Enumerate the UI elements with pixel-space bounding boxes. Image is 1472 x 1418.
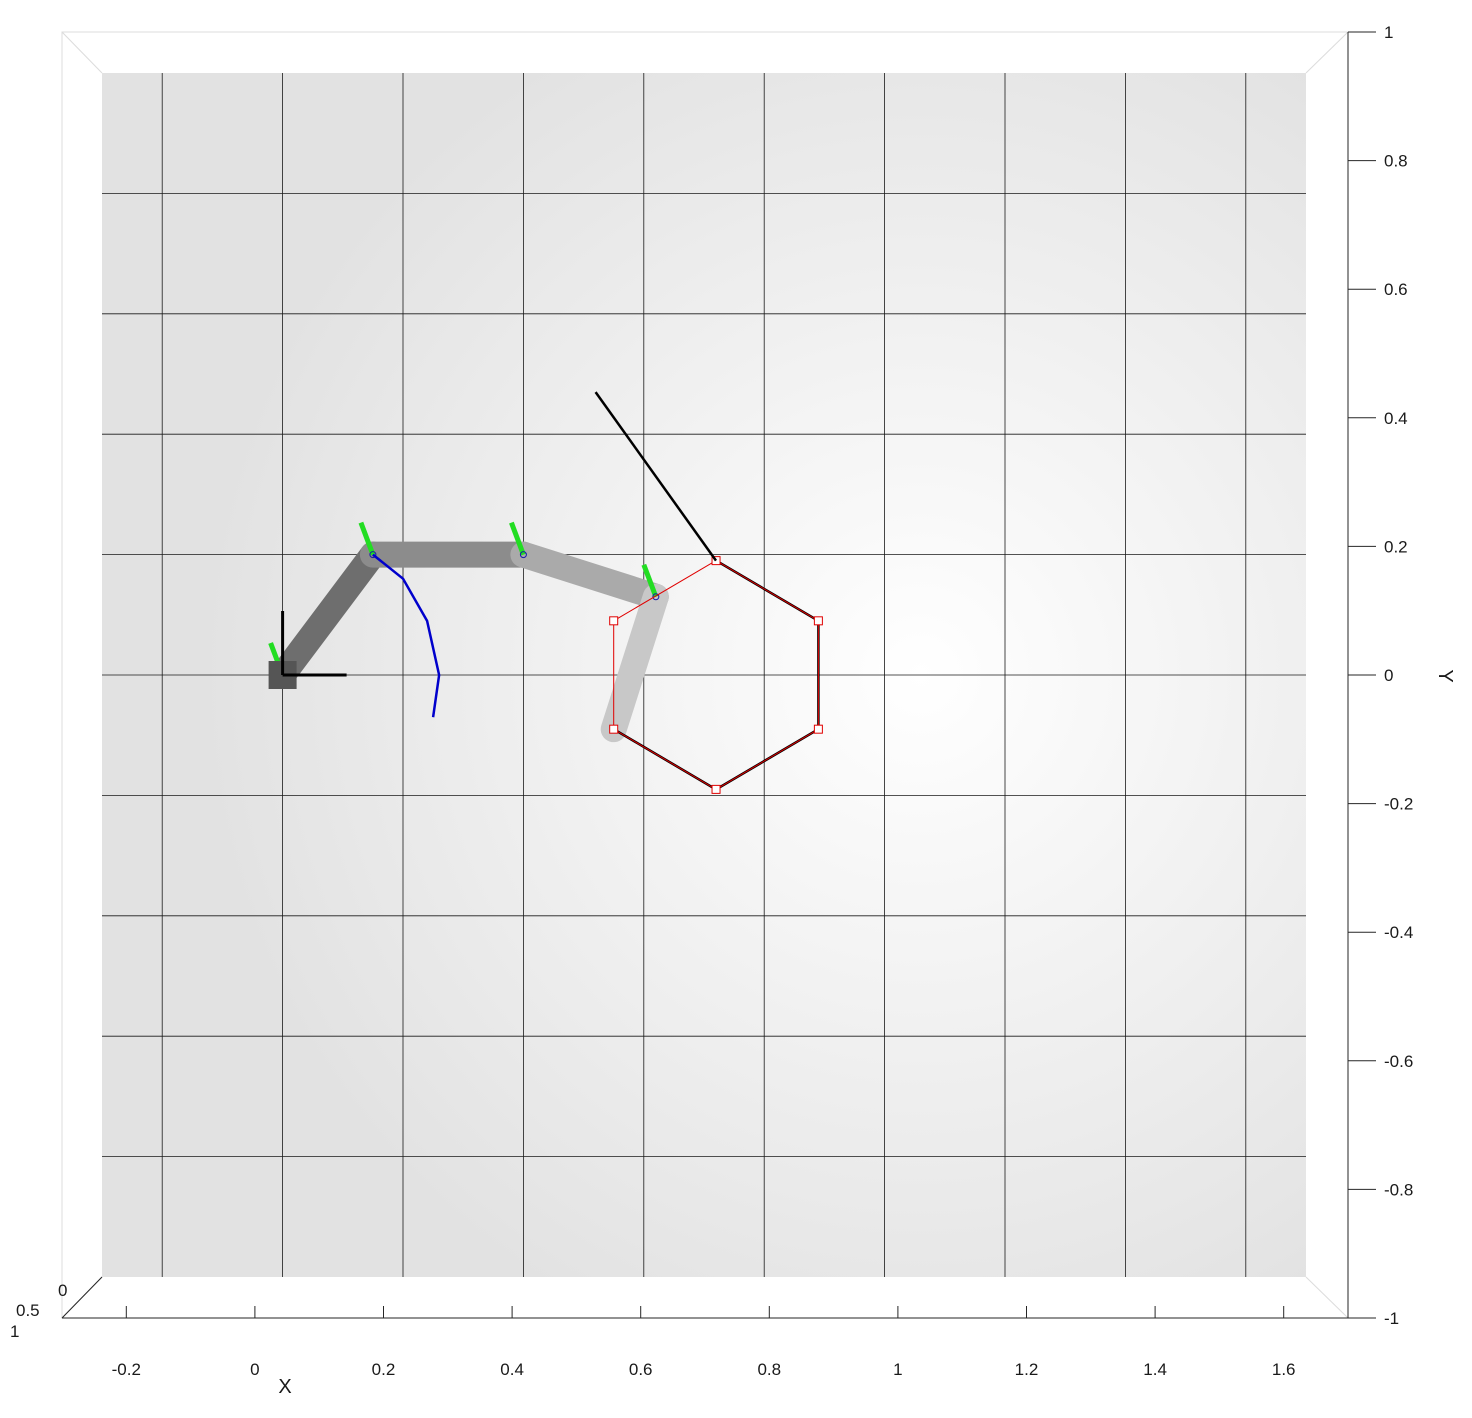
vertex-marker xyxy=(711,556,721,566)
x-tick-label: 0.6 xyxy=(629,1360,653,1379)
y-tick-label: 0 xyxy=(1384,666,1393,685)
series-line-3 xyxy=(594,391,718,562)
joint-point xyxy=(369,551,377,559)
x-axis-label: X xyxy=(278,1376,291,1398)
joint-point xyxy=(652,593,660,601)
vertex-marker xyxy=(609,616,619,626)
axis-labels: X Y xyxy=(278,669,1456,1398)
vertex-marker xyxy=(609,724,619,734)
x-tick-label: 0.2 xyxy=(372,1360,396,1379)
robot-link xyxy=(510,541,669,610)
vertex-marker xyxy=(813,724,823,734)
x-tick-label: 1 xyxy=(893,1360,902,1379)
vertex-marker xyxy=(711,784,721,794)
robot-link xyxy=(600,583,669,743)
y-tick-label: -0.2 xyxy=(1384,795,1413,814)
chart-marks xyxy=(268,391,823,794)
x-tick-label: 1.4 xyxy=(1143,1360,1167,1379)
axes-rulers: -0.2 0 0.2 0.4 0.6 0.8 1 1.2 1.4 1.6 -1 -0.8 -0.6 -0.… xyxy=(10,23,1413,1379)
robot-link xyxy=(269,541,386,688)
y-axis-label: Y xyxy=(1434,669,1456,682)
series-line-4 xyxy=(372,553,441,718)
vertex-marker xyxy=(813,616,823,626)
y-tick-label: -0.4 xyxy=(1384,923,1413,942)
z-tick-label: 1 xyxy=(10,1322,19,1341)
x-tick-label: 0.8 xyxy=(757,1360,781,1379)
z-tick-label: 0 xyxy=(58,1281,67,1300)
y-tick-label: -0.8 xyxy=(1384,1180,1413,1199)
grid-lines xyxy=(102,73,1306,1277)
y-tick-label: -0.6 xyxy=(1384,1052,1413,1071)
y-tick-label: 0.8 xyxy=(1384,152,1408,171)
joint-axis-marker xyxy=(509,521,526,556)
y-tick-label: 0.4 xyxy=(1384,409,1408,428)
x-tick-label: 1.6 xyxy=(1272,1360,1296,1379)
joint-axis-marker xyxy=(358,521,376,556)
x-tick-label: -0.2 xyxy=(112,1360,141,1379)
z-tick-label: 0.5 xyxy=(16,1301,40,1320)
joint-axis-marker xyxy=(641,563,659,598)
x-tick-label: 1.2 xyxy=(1015,1360,1039,1379)
y-tick-label: 1 xyxy=(1384,23,1393,42)
joint-point xyxy=(519,551,527,559)
x-tick-label: 0.4 xyxy=(500,1360,524,1379)
y-tick-label: 0.2 xyxy=(1384,537,1408,556)
y-tick-label: 0.6 xyxy=(1384,280,1408,299)
x-tick-label: 0 xyxy=(250,1360,259,1379)
y-tick-label: -1 xyxy=(1384,1309,1399,1328)
